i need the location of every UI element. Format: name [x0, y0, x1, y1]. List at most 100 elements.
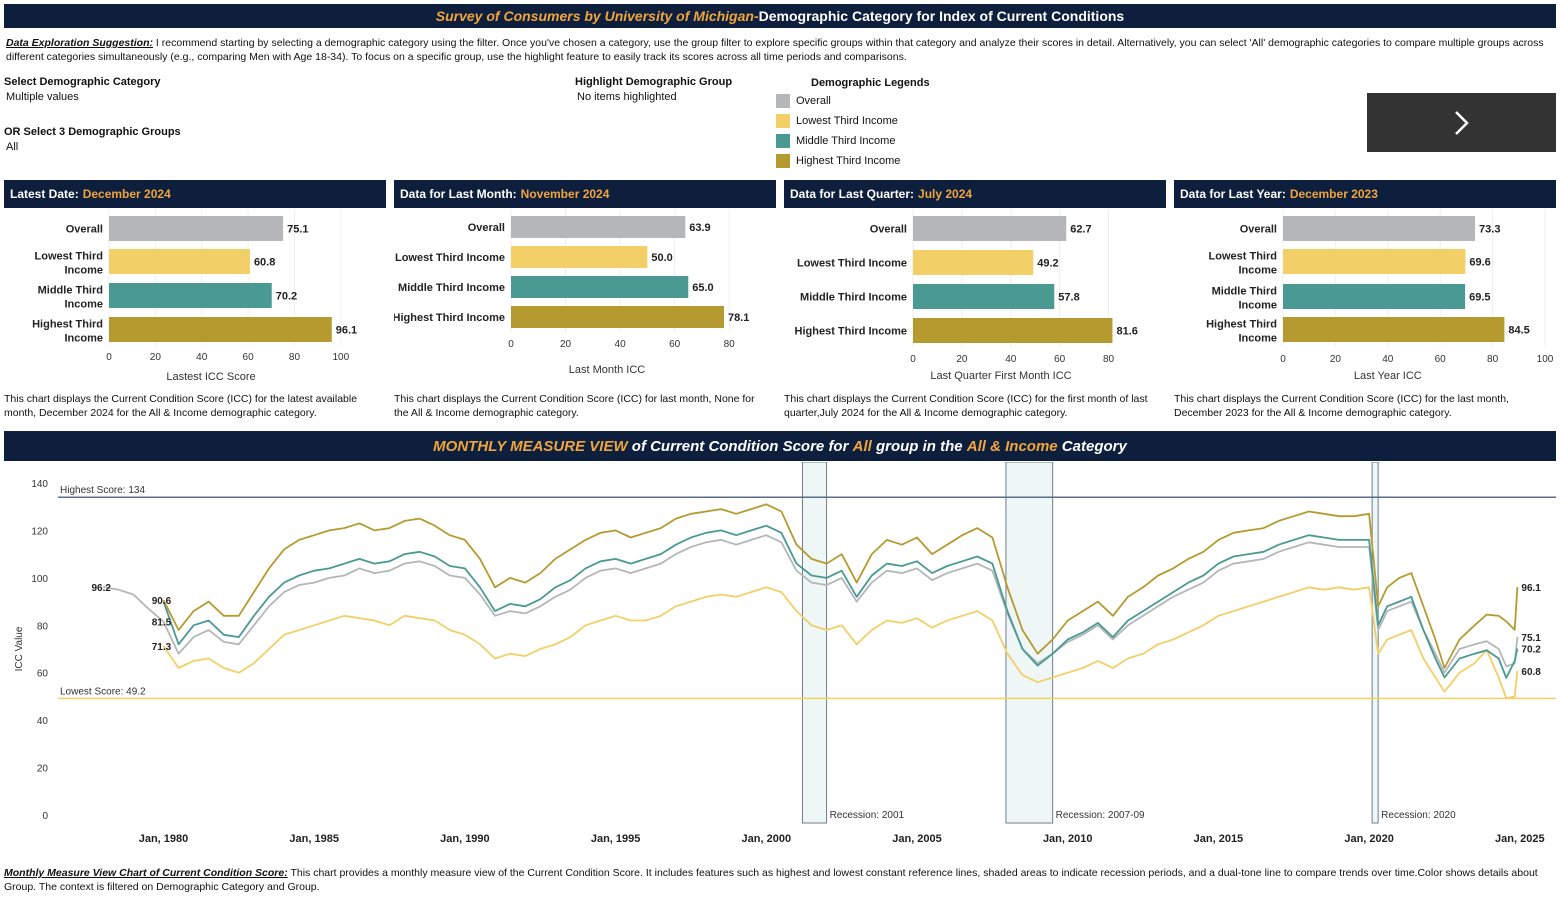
- panel-category-label: Lowest Third Income: [797, 258, 907, 270]
- panel-bar-value: 62.7: [1070, 224, 1091, 236]
- panel-tick-label: 60: [243, 352, 255, 363]
- title-separator: -: [753, 8, 759, 24]
- panel-bar[interactable]: [1283, 216, 1476, 241]
- series-point-label: 71.3: [152, 642, 172, 653]
- legend-item-highest[interactable]: Highest Third Income: [776, 151, 900, 171]
- next-page-button[interactable]: [1367, 93, 1556, 152]
- y-tick-label: 40: [37, 716, 49, 727]
- series-point-label: 70.2: [1521, 645, 1541, 656]
- y-tick-label: 100: [31, 574, 48, 585]
- suggestion-text: I recommend starting by selecting a demo…: [6, 37, 1544, 63]
- category-filter-label: Select Demographic Category: [4, 76, 161, 88]
- panel-category-label: Highest Third Income: [394, 312, 505, 324]
- legend-item-overall[interactable]: Overall: [776, 91, 900, 111]
- legend-swatch: [776, 114, 790, 128]
- panel-axis-label: Lastest ICC Score: [166, 371, 255, 383]
- legend-item-lowest[interactable]: Lowest Third Income: [776, 111, 900, 131]
- monthly-title-category: All & Income: [966, 437, 1058, 455]
- x-tick-label: Jan, 1995: [591, 833, 641, 845]
- panel-header-label: Data for Last Year:: [1180, 187, 1286, 201]
- footer-text: This chart provides a monthly measure vi…: [4, 867, 1538, 893]
- y-axis-label: ICC Value: [14, 626, 25, 671]
- panel-category-label: Middle Third Income: [1212, 286, 1277, 312]
- legend-swatch: [776, 94, 790, 108]
- panel-bar[interactable]: [1283, 284, 1466, 309]
- panel-header: Data for Last Quarter: July 2024: [784, 180, 1166, 208]
- series-point-label: 75.1: [1521, 633, 1541, 644]
- series-point-label: 96.2: [91, 583, 111, 594]
- monthly-title-part: of Current Condition Score for: [627, 437, 853, 455]
- panel-header: Data for Last Year: December 2023: [1174, 180, 1556, 208]
- monthly-view-title: MONTHLY MEASURE VIEW of Current Conditio…: [4, 431, 1556, 461]
- footer-label: Monthly Measure View Chart of Current Co…: [4, 867, 288, 879]
- legend-title: Demographic Legends: [811, 77, 930, 89]
- panel-bar[interactable]: [511, 216, 686, 238]
- legend-swatch: [776, 134, 790, 148]
- panel-category-label: Middle Third Income: [800, 292, 907, 304]
- panel-bar[interactable]: [913, 250, 1034, 275]
- series-line[interactable]: [103, 534, 1519, 674]
- panel-tick-label: 80: [1487, 354, 1499, 365]
- panel-bar[interactable]: [511, 246, 648, 268]
- legend-swatch: [776, 154, 790, 168]
- monthly-title-part: MONTHLY MEASURE VIEW: [433, 437, 628, 455]
- x-tick-label: Jan, 1990: [440, 833, 490, 845]
- legend-item-middle[interactable]: Middle Third Income: [776, 131, 900, 151]
- panel-bar[interactable]: [511, 306, 724, 328]
- recession-label: Recession: 2001: [830, 810, 905, 821]
- panel-header: Latest Date: December 2024: [4, 180, 386, 208]
- panel-bar[interactable]: [913, 284, 1055, 309]
- panel-tick-label: 40: [1382, 354, 1394, 365]
- panel-header-label: Data for Last Quarter:: [790, 187, 915, 201]
- monthly-title-part: Category: [1057, 437, 1127, 455]
- recession-label: Recession: 2020: [1381, 810, 1456, 821]
- highlight-filter-dropdown[interactable]: No items highlighted: [577, 91, 677, 103]
- panel-bar[interactable]: [109, 249, 250, 274]
- series-line[interactable]: [162, 524, 1519, 679]
- panel-bar[interactable]: [109, 216, 284, 241]
- x-tick-label: Jan, 2020: [1344, 833, 1394, 845]
- groups-filter-label: OR Select 3 Demographic Groups: [4, 126, 181, 138]
- title-main: Demographic Category for Index of Curren…: [758, 8, 1125, 24]
- panel-tick-label: 0: [106, 352, 112, 363]
- series-line[interactable]: [162, 586, 1519, 700]
- groups-filter-dropdown[interactable]: All: [6, 141, 19, 153]
- panel-bar-value: 65.0: [692, 282, 713, 294]
- panel-header-date: December 2023: [1289, 187, 1378, 201]
- panel-bar[interactable]: [109, 283, 272, 308]
- series-line[interactable]: [162, 503, 1519, 669]
- panel-caption: This chart displays the Current Conditio…: [1174, 393, 1509, 419]
- panel-category-label: Lowest Third Income: [395, 252, 505, 264]
- panel-header-label: Latest Date:: [10, 187, 79, 201]
- panel-tick-label: 40: [1005, 354, 1017, 365]
- panel-category-label: Overall: [468, 222, 505, 234]
- panel-bar-value: 84.5: [1508, 325, 1529, 337]
- y-tick-label: 140: [31, 479, 48, 490]
- chart-footer-note: Monthly Measure View Chart of Current Co…: [4, 866, 1552, 894]
- panel-category-label: Middle Third Income: [38, 285, 103, 311]
- y-tick-label: 120: [31, 526, 48, 537]
- recession-band: [801, 462, 828, 824]
- legend-label: Middle Third Income: [796, 135, 896, 147]
- panel-bar-value: 49.2: [1037, 258, 1058, 270]
- panel-bar-value: 69.6: [1469, 257, 1490, 269]
- y-tick-label: 0: [42, 811, 48, 822]
- category-filter-dropdown[interactable]: Multiple values: [6, 91, 79, 103]
- y-tick-label: 60: [37, 669, 49, 680]
- panel-bar[interactable]: [913, 318, 1113, 343]
- panel-bar[interactable]: [1283, 249, 1466, 274]
- x-tick-label: Jan, 1985: [289, 833, 339, 845]
- panel-caption: This chart displays the Current Conditio…: [784, 393, 1148, 419]
- panel-bar[interactable]: [913, 216, 1067, 241]
- title-source: Survey of Consumers by University of Mic…: [435, 8, 754, 24]
- exploration-suggestion: Data Exploration Suggestion: I recommend…: [6, 36, 1546, 64]
- panel-axis-label: Last Year ICC: [1354, 370, 1422, 382]
- panel-tick-label: 60: [1435, 354, 1447, 365]
- panel-bar[interactable]: [1283, 317, 1505, 342]
- panel-header-date: November 2024: [520, 187, 610, 201]
- panel-bar[interactable]: [511, 276, 689, 298]
- panel-axis-label: Last Quarter First Month ICC: [930, 370, 1071, 382]
- panel-category-label: Lowest Third Income: [35, 251, 103, 277]
- panel-bar-value: 69.5: [1469, 292, 1490, 304]
- panel-bar[interactable]: [109, 317, 332, 342]
